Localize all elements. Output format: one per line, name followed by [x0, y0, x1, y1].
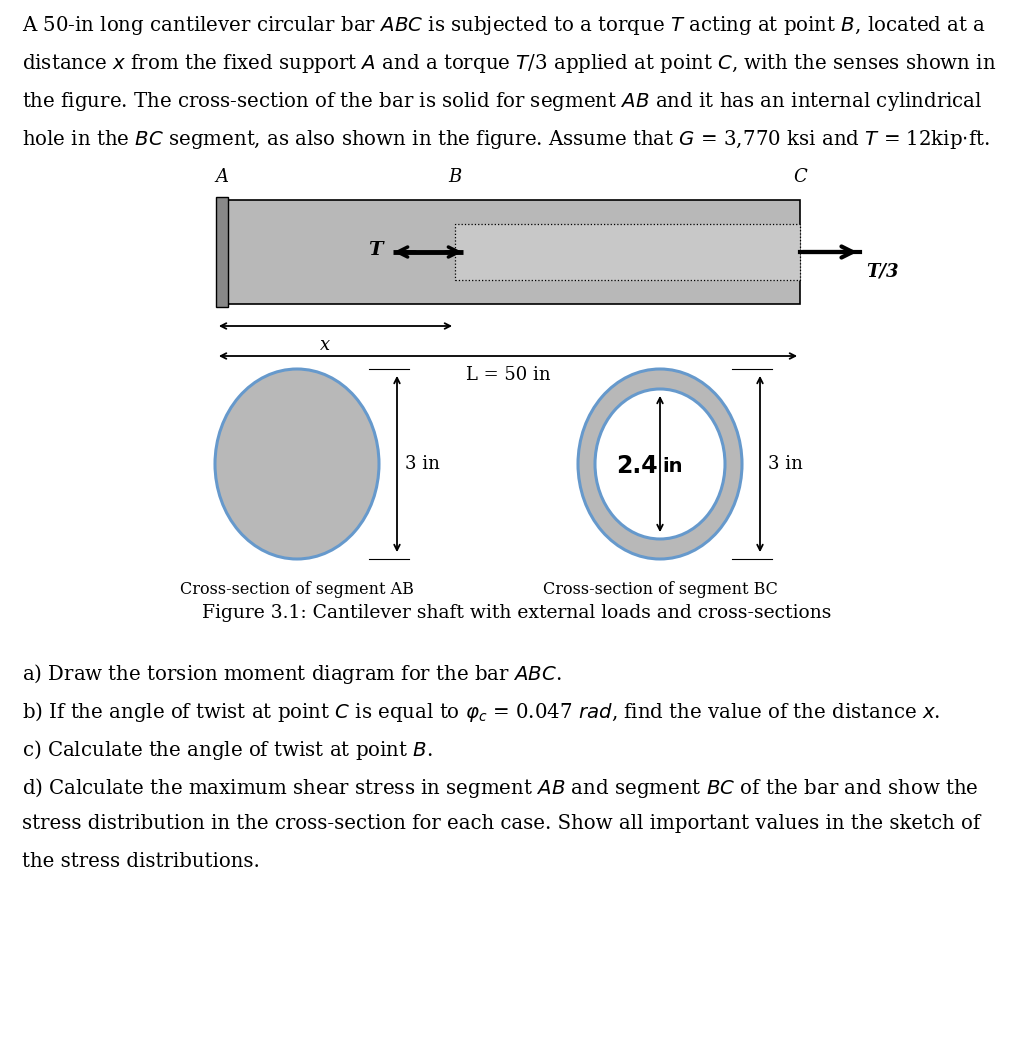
Text: hole in the $\it{BC}$ segment, as also shown in the figure. Assume that $G$ = 3,: hole in the $\it{BC}$ segment, as also s… [22, 129, 990, 151]
Text: B: B [449, 168, 461, 186]
Text: 3 in: 3 in [405, 455, 439, 473]
Text: 3 in: 3 in [768, 455, 802, 473]
Text: T: T [368, 241, 383, 259]
Text: A 50-in long cantilever circular bar $\it{ABC}$ is subjected to a torque $\it{T}: A 50-in long cantilever circular bar $\i… [22, 14, 985, 37]
Text: Cross-section of segment AB: Cross-section of segment AB [180, 581, 414, 598]
Text: the figure. The cross-section of the bar is solid for segment $\it{AB}$ and it h: the figure. The cross-section of the bar… [22, 90, 982, 113]
Ellipse shape [595, 389, 725, 539]
Text: L = 50 in: L = 50 in [465, 366, 550, 384]
Text: C: C [793, 168, 807, 186]
Text: stress distribution in the cross-section for each case. Show all important value: stress distribution in the cross-section… [22, 813, 980, 833]
Text: A: A [215, 168, 229, 186]
Text: T/3: T/3 [866, 262, 899, 280]
Text: the stress distributions.: the stress distributions. [22, 852, 260, 871]
Text: 2.4: 2.4 [616, 453, 658, 478]
Text: c) Calculate the angle of twist at point $\it{B}$.: c) Calculate the angle of twist at point… [22, 738, 433, 763]
Text: d) Calculate the maximum shear stress in segment $\it{AB}$ and segment $\it{BC}$: d) Calculate the maximum shear stress in… [22, 776, 979, 800]
Bar [455, 224, 800, 280]
Text: distance $\it{x}$ from the fixed support $\it{A}$ and a torque $\it{T}$/3 applie: distance $\it{x}$ from the fixed support… [22, 52, 997, 75]
Text: Figure 3.1: Cantilever shaft with external loads and cross-sections: Figure 3.1: Cantilever shaft with extern… [203, 604, 831, 622]
Text: in: in [662, 457, 682, 476]
Text: b) If the angle of twist at point $\it{C}$ is equal to $\varphi_c$ = 0.047 $\it{: b) If the angle of twist at point $\it{C… [22, 700, 940, 724]
Ellipse shape [578, 369, 742, 559]
Text: x: x [321, 336, 331, 354]
Bar [229, 200, 800, 304]
Text: Cross-section of segment BC: Cross-section of segment BC [543, 581, 778, 598]
Text: a) Draw the torsion moment diagram for the bar $\it{ABC}$.: a) Draw the torsion moment diagram for t… [22, 662, 561, 686]
Bar [216, 196, 229, 307]
Ellipse shape [215, 369, 379, 559]
